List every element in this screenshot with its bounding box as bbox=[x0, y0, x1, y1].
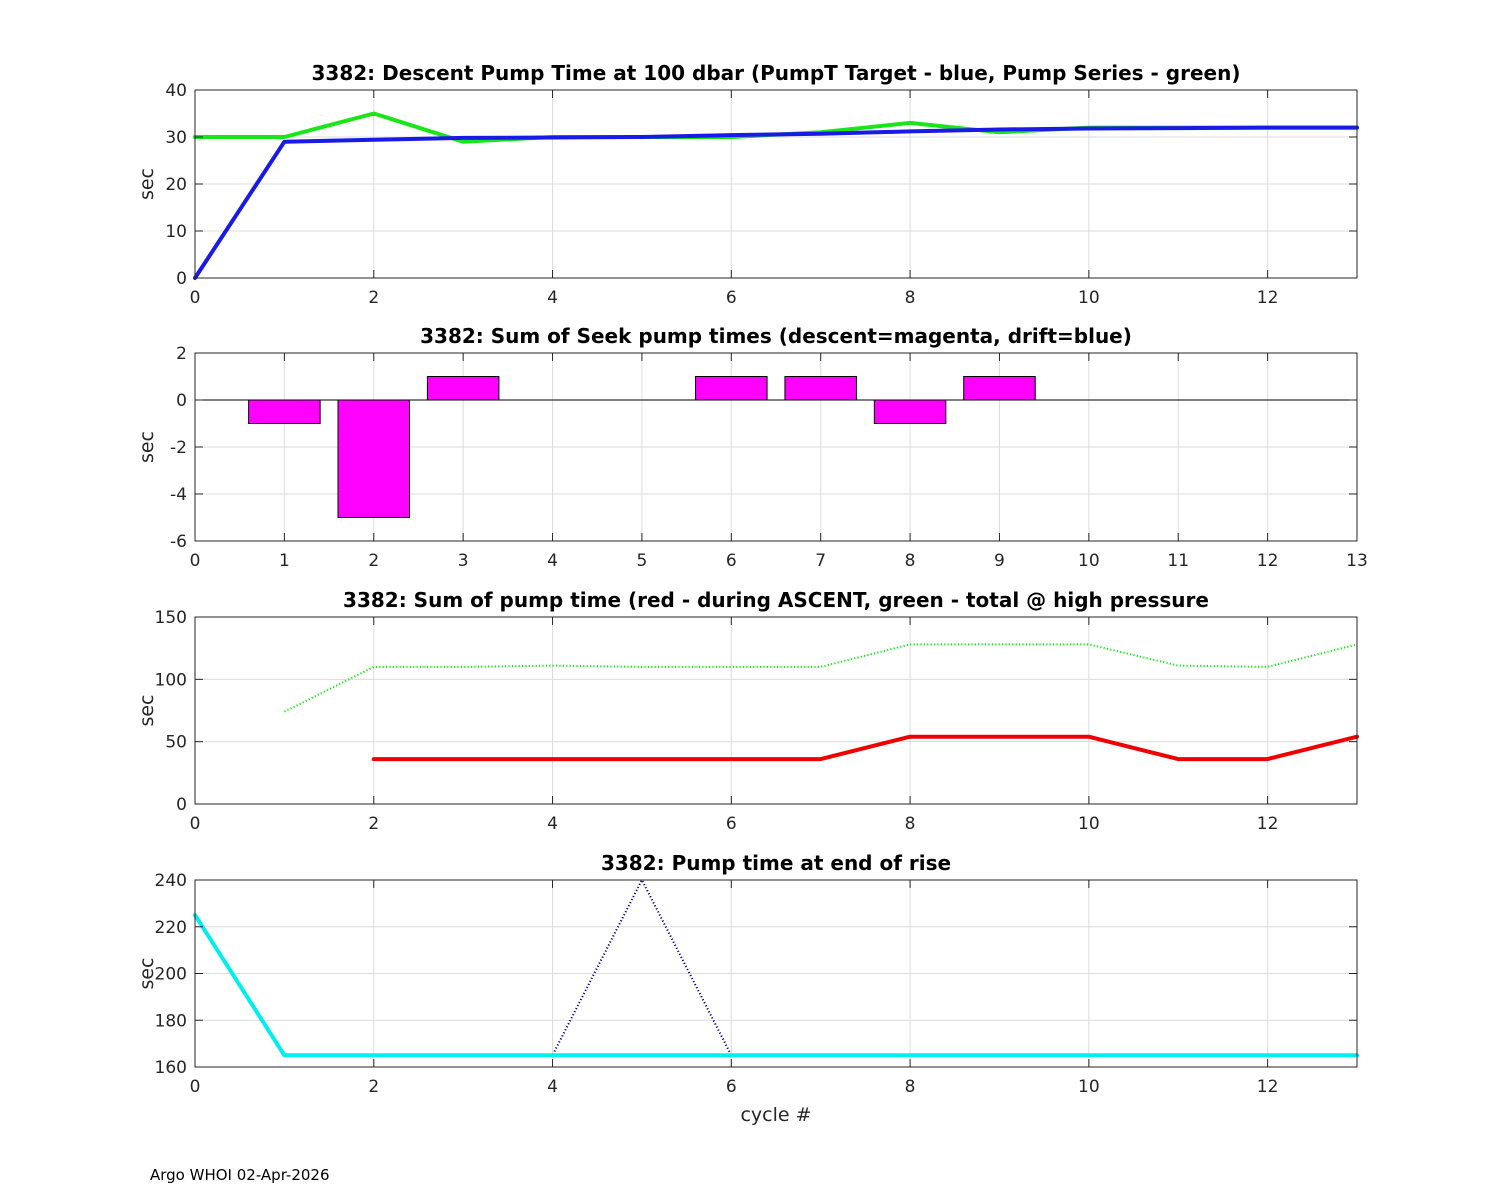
x-tick-label: 1 bbox=[279, 551, 290, 571]
x-tick-label: 11 bbox=[1167, 551, 1189, 571]
x-tick-label: 12 bbox=[1257, 551, 1279, 571]
x-tick-label: 8 bbox=[905, 1077, 916, 1097]
chart-title: 3382: Pump time at end of rise bbox=[601, 851, 951, 875]
y-tick-label: 0 bbox=[176, 269, 187, 289]
x-tick-label: 10 bbox=[1078, 288, 1100, 308]
x-tick-label: 3 bbox=[458, 551, 469, 571]
x-axis-label: cycle # bbox=[740, 1104, 811, 1126]
x-tick-label: 6 bbox=[726, 551, 737, 571]
x-tick-label: 12 bbox=[1257, 814, 1279, 834]
y-tick-label: 200 bbox=[155, 965, 187, 985]
chart-panel-3: 0 2 4 6 8 10 12 0 50 100 150 3382: Sum of pump time… bbox=[136, 588, 1359, 834]
x-tick-label: 7 bbox=[815, 551, 826, 571]
chart-title: 3382: Sum of pump time (red - during ASC… bbox=[343, 588, 1209, 612]
chart-panel-4: 0 2 4 6 8 10 12 160 180 200 220 240 3382: Pump time … bbox=[136, 851, 1359, 1126]
y-tick-label: 10 bbox=[165, 222, 187, 242]
y-tick-label: -2 bbox=[170, 438, 187, 458]
bar-7 bbox=[784, 376, 857, 401]
x-tick-label: 6 bbox=[726, 1077, 737, 1097]
bar-3 bbox=[426, 376, 500, 401]
bar-8 bbox=[873, 399, 947, 424]
bar-1 bbox=[248, 399, 321, 424]
x-tick-label: 6 bbox=[726, 288, 737, 308]
y-tick-label: 100 bbox=[155, 670, 187, 690]
x-tick-label: 13 bbox=[1346, 551, 1368, 571]
x-tick-label: 4 bbox=[547, 814, 558, 834]
x-tick-label: 2 bbox=[368, 814, 379, 834]
x-tick-label: 0 bbox=[190, 814, 201, 834]
plot-area bbox=[195, 617, 1357, 804]
series-line-2 bbox=[193, 913, 1359, 1058]
y-tick-label: 240 bbox=[155, 871, 187, 891]
x-tick-label: 4 bbox=[547, 288, 558, 308]
x-tick-label: 0 bbox=[190, 288, 201, 308]
x-tick-label: 10 bbox=[1078, 1077, 1100, 1097]
x-tick-label: 12 bbox=[1257, 1077, 1279, 1097]
y-tick-label: 20 bbox=[165, 175, 187, 195]
y-tick-label: 180 bbox=[155, 1011, 187, 1031]
bar-2 bbox=[337, 399, 411, 518]
y-tick-label: 2 bbox=[176, 344, 187, 364]
x-tick-label: 4 bbox=[547, 1077, 558, 1097]
y-axis-label: sec bbox=[136, 694, 158, 726]
x-tick-label: 10 bbox=[1078, 551, 1100, 571]
y-tick-label: 0 bbox=[176, 795, 187, 815]
x-tick-label: 6 bbox=[726, 814, 737, 834]
y-axis-label: sec bbox=[136, 431, 158, 463]
y-axis-label: sec bbox=[136, 957, 158, 989]
y-tick-label: 160 bbox=[155, 1058, 187, 1078]
axes-frame bbox=[194, 616, 1358, 805]
y-tick-label: -6 bbox=[170, 532, 187, 552]
x-tick-label: 8 bbox=[905, 288, 916, 308]
series-line-2 bbox=[371, 734, 1359, 762]
x-tick-label: 8 bbox=[905, 814, 916, 834]
x-tick-label: 2 bbox=[368, 288, 379, 308]
y-tick-label: 0 bbox=[176, 391, 187, 411]
chart-panel-1: 0 2 4 6 8 10 12 0 10 20 30 40 3382: Descent Pump Tim… bbox=[136, 61, 1359, 308]
bar-6 bbox=[695, 376, 768, 401]
y-tick-label: 150 bbox=[155, 608, 187, 628]
x-tick-label: 2 bbox=[368, 551, 379, 571]
bar-9 bbox=[963, 376, 1036, 401]
chart-title: 3382: Sum of Seek pump times (descent=ma… bbox=[420, 324, 1132, 348]
y-tick-label: -4 bbox=[170, 485, 187, 505]
y-tick-label: 220 bbox=[155, 918, 187, 938]
x-tick-label: 0 bbox=[190, 1077, 201, 1097]
y-tick-label: 40 bbox=[165, 81, 187, 101]
x-tick-label: 5 bbox=[637, 551, 648, 571]
y-tick-label: 30 bbox=[165, 128, 187, 148]
x-tick-label: 2 bbox=[368, 1077, 379, 1097]
y-tick-label: 50 bbox=[165, 733, 187, 753]
series-line-2 bbox=[193, 125, 1359, 280]
x-tick-label: 12 bbox=[1257, 288, 1279, 308]
footer-text: Argo WHOI 02-Apr-2026 bbox=[150, 1166, 330, 1184]
x-tick-label: 8 bbox=[905, 551, 916, 571]
x-tick-label: 9 bbox=[994, 551, 1005, 571]
x-tick-label: 10 bbox=[1078, 814, 1100, 834]
x-tick-label: 4 bbox=[547, 551, 558, 571]
x-tick-label: 0 bbox=[190, 551, 201, 571]
chart-title: 3382: Descent Pump Time at 100 dbar (Pum… bbox=[312, 61, 1241, 85]
y-axis-label: sec bbox=[136, 168, 158, 200]
